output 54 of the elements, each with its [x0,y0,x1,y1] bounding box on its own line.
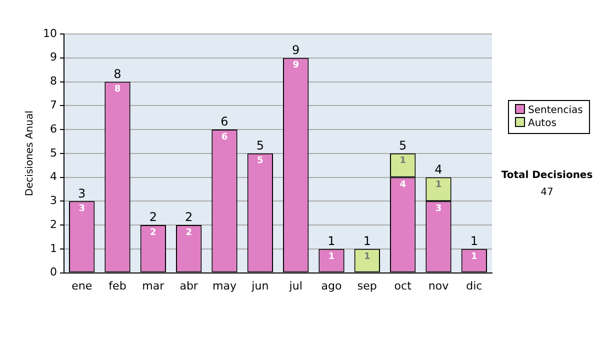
total-label: 5 [256,138,264,153]
y-tick-label: 6 [50,122,57,136]
data-label: 2 [150,228,156,238]
x-tick-label: jul [288,279,302,292]
total-label: 2 [185,210,193,224]
y-tick-label: 5 [50,146,57,160]
x-tick-label: nov [428,279,450,292]
x-tick-label: ene [72,279,92,292]
total-label: 6 [220,114,228,129]
legend-label: Sentencias [527,104,583,117]
x-tick-label: sep [357,279,377,292]
data-label: 5 [257,156,264,166]
y-tick-label: 9 [50,50,57,64]
y-tick-label: 1 [50,242,57,255]
data-label: 1 [435,180,442,190]
data-label: 1 [328,252,335,262]
data-label: 9 [292,60,299,71]
x-tick-label: may [212,279,237,292]
total-label: 9 [292,43,300,58]
y-tick-label: 3 [50,194,57,208]
data-label: 3 [435,204,442,214]
y-tick-label: 10 [42,26,57,40]
total-label: 1 [470,234,478,248]
total-label: 3 [78,186,86,200]
x-tick-label: oct [394,279,412,292]
x-tick-label: abr [180,279,198,292]
data-label: 1 [400,156,406,166]
data-label: 1 [364,252,370,262]
total-label: 5 [399,138,407,153]
x-tick-label: ago [321,279,342,292]
text: Total Decisiones [500,170,594,181]
y-tick-label: 8 [50,74,57,88]
total-label: 1 [363,234,371,248]
y-tick-label: 0 [50,266,57,279]
data-label: 3 [78,204,85,214]
total-label: 1 [328,234,336,248]
y-tick-label: 7 [50,98,57,112]
data-label: 8 [114,84,121,95]
total-label: 2 [149,210,157,224]
x-tick-label: dic [466,279,482,292]
data-label: 2 [186,228,192,238]
total-label: 4 [434,162,442,176]
x-tick-label: mar [142,279,165,292]
data-label: 6 [221,132,228,142]
y-axis-title: Decisiones Anual [24,110,36,196]
x-tick-label: jun [250,279,269,292]
data-label: 1 [471,252,478,262]
text: 47 [540,187,554,198]
legend-label: Autos [527,117,558,130]
x-tick-label: feb [108,279,126,292]
y-tick-label: 2 [50,218,57,231]
data-label: 4 [400,180,406,190]
total-label: 8 [114,66,122,81]
y-tick-label: 4 [50,170,57,184]
